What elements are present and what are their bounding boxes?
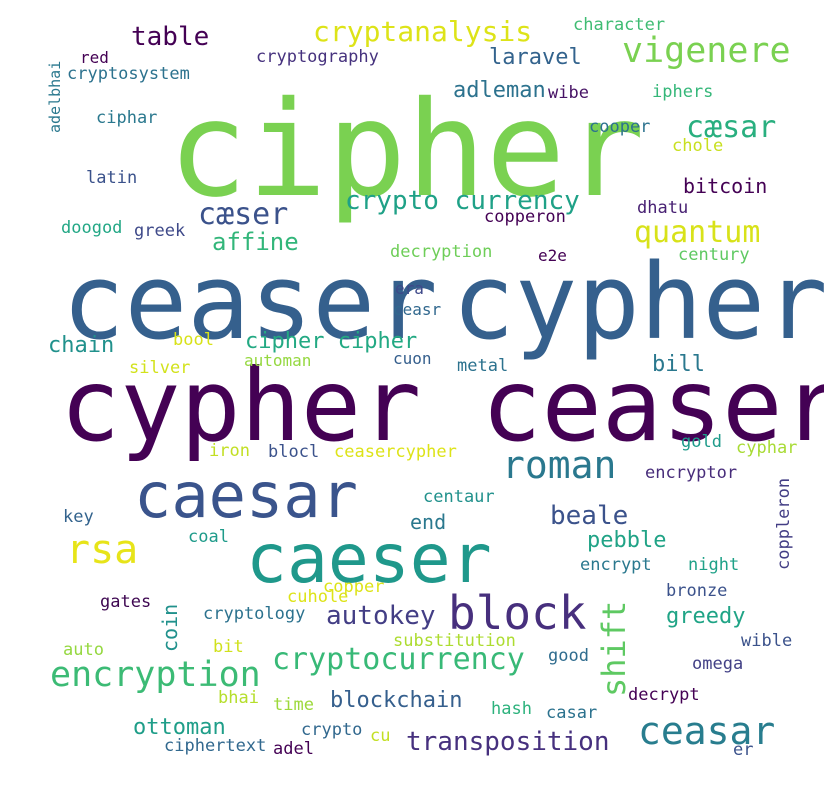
cloud-word: good	[548, 646, 589, 666]
cloud-word: casar	[546, 703, 598, 723]
cloud-word: metal	[457, 356, 509, 376]
cloud-word: pebble	[587, 528, 667, 553]
cloud-word: bronze	[666, 581, 728, 601]
cloud-word: cypher	[452, 241, 824, 363]
cloud-word: beale	[550, 501, 629, 531]
cloud-word: cuhole	[287, 587, 349, 607]
cloud-word: rsa	[66, 527, 139, 573]
cloud-word: wible	[741, 631, 793, 651]
cloud-word: cu	[370, 726, 391, 746]
cloud-word: era	[395, 279, 424, 298]
cloud-word: encryptor	[645, 463, 738, 483]
cloud-word: red	[80, 48, 109, 67]
cloud-word: cyphar	[736, 438, 798, 458]
cloud-word: centaur	[423, 487, 495, 507]
cloud-word: omega	[692, 654, 744, 674]
cloud-word: ciphertext	[164, 736, 267, 756]
cloud-word: quantum	[634, 215, 761, 250]
cloud-word: shift	[595, 600, 633, 697]
cloud-word: vigenere	[622, 31, 791, 71]
cloud-word: decryption	[390, 242, 493, 262]
cloud-word: ceasercypher	[334, 442, 457, 462]
cloud-word: copper	[323, 577, 385, 597]
cloud-word: copperon	[484, 207, 566, 227]
cloud-word: laravel	[489, 45, 582, 70]
cloud-word: affine	[212, 228, 299, 256]
cloud-word: er	[733, 740, 754, 760]
cloud-word: bitcoin	[683, 174, 768, 198]
cloud-word: bool	[173, 330, 214, 350]
cloud-word: time	[273, 695, 314, 715]
cloud-word: ciphar	[96, 108, 158, 128]
cloud-word: cryptocurrency	[272, 642, 525, 677]
cloud-word: cryptography	[256, 47, 379, 67]
cloud-word: cipher	[168, 73, 645, 227]
cloud-word: wibe	[548, 83, 589, 103]
cloud-word: crypto currency	[345, 186, 580, 216]
cloud-word: caesar	[134, 459, 358, 532]
cloud-word: table	[131, 22, 210, 52]
cloud-word: cryptology	[203, 604, 306, 624]
cloud-word: silver	[129, 358, 191, 378]
cloud-word: substitution	[393, 631, 516, 651]
cloud-word: iphers	[652, 82, 714, 102]
cloud-word: cryptosystem	[67, 64, 190, 84]
cloud-word: encrypt	[580, 555, 652, 575]
cloud-word: cæsar	[686, 110, 777, 145]
cloud-word: caeser	[246, 520, 492, 599]
cloud-word: greek	[134, 221, 186, 241]
cloud-word: e2e	[538, 246, 567, 265]
cloud-word: ottoman	[133, 715, 226, 740]
cloud-word: bill	[652, 352, 705, 377]
cloud-word: hash	[491, 699, 532, 719]
cloud-word: auto	[63, 640, 104, 660]
cloud-word: blocl	[268, 442, 320, 462]
cloud-word: cooper	[589, 117, 651, 137]
cloud-word: dhatu	[637, 198, 689, 218]
cloud-word: cipher cipher	[245, 329, 418, 354]
cloud-word: gold	[681, 432, 722, 452]
cloud-word: chole	[672, 136, 724, 156]
cloud-word: end	[410, 510, 447, 534]
cloud-word: encryption	[50, 655, 261, 695]
cloud-word: adel	[273, 739, 314, 759]
cloud-word: gates	[100, 592, 152, 612]
cloud-word: adleman	[453, 78, 546, 103]
cloud-word: blockchain	[330, 688, 463, 713]
cloud-word: block	[448, 586, 587, 640]
cloud-word: decrypt	[628, 685, 700, 705]
cloud-word: ceasar	[638, 709, 776, 753]
cloud-word: bhai	[218, 688, 259, 708]
cloud-word: crypto	[301, 720, 363, 740]
cloud-word: roman	[502, 443, 617, 487]
cloud-word: chain	[48, 333, 115, 358]
cloud-word: character	[573, 15, 666, 35]
cloud-word: century	[678, 245, 750, 265]
cloud-word: cypher ceaser	[60, 347, 824, 464]
cloud-word: autokey	[326, 601, 436, 631]
cloud-word: ceasr	[393, 300, 442, 319]
cloud-word: doogod	[61, 218, 123, 238]
cloud-word: latin	[86, 168, 138, 188]
cloud-word: bit	[213, 637, 244, 657]
cloud-word: coal	[188, 527, 229, 547]
cloud-word: cryptanalysis	[313, 15, 533, 48]
cloud-word: key	[63, 507, 94, 527]
cloud-word: adelbhai	[46, 60, 64, 133]
cloud-word: automan	[244, 351, 312, 370]
cloud-word: greedy	[666, 604, 746, 629]
cloud-word: coppleron	[774, 477, 794, 570]
cloud-word: transposition	[406, 727, 610, 757]
cloud-word: ceaser	[62, 241, 438, 363]
cloud-word: night	[688, 555, 740, 575]
cloud-word: coin	[158, 603, 182, 652]
cloud-word: cæser	[198, 197, 289, 232]
cloud-word: cuon	[393, 349, 432, 368]
cloud-word: iron	[209, 441, 250, 461]
